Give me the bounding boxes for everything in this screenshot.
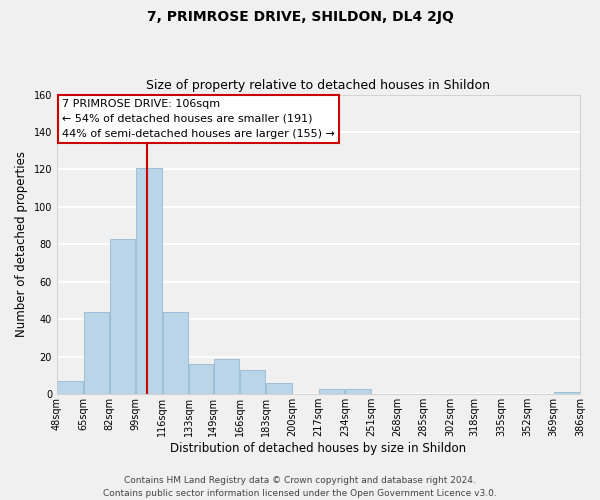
Bar [345, 388, 371, 394]
Bar [189, 364, 213, 394]
Bar [240, 370, 265, 394]
Title: Size of property relative to detached houses in Shildon: Size of property relative to detached ho… [146, 79, 490, 92]
Bar [319, 388, 344, 394]
Bar [83, 312, 109, 394]
Text: 7, PRIMROSE DRIVE, SHILDON, DL4 2JQ: 7, PRIMROSE DRIVE, SHILDON, DL4 2JQ [146, 10, 454, 24]
Text: 7 PRIMROSE DRIVE: 106sqm
← 54% of detached houses are smaller (191)
44% of semi-: 7 PRIMROSE DRIVE: 106sqm ← 54% of detach… [62, 99, 335, 138]
Bar [214, 358, 239, 394]
Bar [110, 239, 136, 394]
Bar [136, 168, 162, 394]
X-axis label: Distribution of detached houses by size in Shildon: Distribution of detached houses by size … [170, 442, 467, 455]
Bar [266, 383, 292, 394]
Text: Contains HM Land Registry data © Crown copyright and database right 2024.
Contai: Contains HM Land Registry data © Crown c… [103, 476, 497, 498]
Bar [554, 392, 580, 394]
Y-axis label: Number of detached properties: Number of detached properties [15, 152, 28, 338]
Bar [163, 312, 188, 394]
Bar [58, 381, 83, 394]
